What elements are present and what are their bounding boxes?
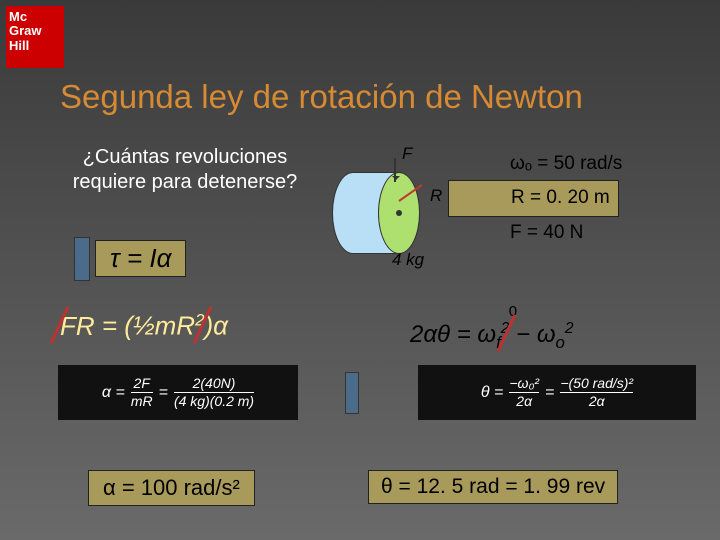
theta-separator — [345, 372, 359, 414]
force-arrow — [394, 158, 396, 182]
alpha-frac1: 2F mR — [131, 376, 153, 408]
kin-strike: 20 — [501, 321, 510, 348]
theta-frac1: −ω₀² 2α — [509, 376, 539, 408]
theta-lhs: θ = — [481, 384, 503, 402]
given-R: R = 0. 20 m — [510, 180, 710, 216]
logo-line1: Mc — [9, 10, 61, 24]
logo-line3: Hill — [9, 39, 61, 53]
eq-fr-sup: 2 — [195, 310, 204, 329]
alpha-result-box: α = 100 rad/s² — [88, 470, 255, 506]
alpha-d1: mR — [131, 394, 153, 409]
alpha-d2: (4 kg)(0.2 m) — [174, 394, 254, 409]
theta-d2: 2α — [589, 394, 605, 409]
alpha-frac2: 2(40N) (4 kg)(0.2 m) — [174, 376, 254, 408]
kin-sup1: 2 — [501, 320, 510, 337]
eq-torque-box: τ = Iα — [95, 240, 186, 277]
theta-fraction: θ = −ω₀² 2α = −(50 rad/s)² 2α — [418, 365, 696, 420]
theta-frac2: −(50 rad/s)² 2α — [560, 376, 633, 408]
eq-fr-left: FR — [60, 311, 95, 341]
kinematics-eq: 2αθ = ωf20 − ωo2 — [410, 320, 574, 353]
logo-line2: Graw — [9, 24, 61, 38]
kin-sup2: 2 — [565, 320, 574, 337]
slide-title: Segunda ley de rotación de Newton — [60, 78, 700, 116]
eq-fr-strike2: 2 — [195, 311, 204, 341]
label-R: R — [430, 186, 442, 206]
question-text: ¿Cuántas revoluciones requiere para dete… — [55, 145, 315, 195]
theta-mid: = — [545, 384, 554, 402]
given-values: ωₒ = 50 rad/s R = 0. 20 m F = 40 N — [510, 148, 710, 249]
given-F: F = 40 N — [510, 217, 710, 249]
kin-zero: 0 — [509, 303, 517, 320]
alpha-lhs: α = — [102, 384, 125, 402]
given-R-box: R = 0. 20 m — [448, 180, 619, 216]
kin-sub2: o — [556, 333, 565, 352]
disk-axis — [396, 210, 402, 216]
given-w0: ωₒ = 50 rad/s — [510, 148, 710, 180]
label-mass: 4 kg — [392, 250, 424, 270]
kin-minus: − ω — [509, 321, 555, 348]
kin-lhs: 2αθ = ω — [410, 321, 496, 348]
alpha-n1: 2F — [134, 376, 150, 391]
theta-n1: −ω₀² — [509, 376, 539, 391]
eq-fr: FR = (½mR2)α — [60, 310, 228, 342]
theta-d1: 2α — [516, 394, 532, 409]
alpha-fraction: α = 2F mR = 2(40N) (4 kg)(0.2 m) — [58, 365, 298, 420]
eq-fr-mid: = (½mR — [95, 311, 195, 341]
alpha-eq: = — [159, 384, 168, 402]
alpha-n2: 2(40N) — [193, 376, 236, 391]
publisher-logo: Mc Graw Hill — [6, 6, 64, 68]
theta-result-box: θ = 12. 5 rad = 1. 99 rev — [368, 470, 618, 504]
label-F: F — [402, 144, 412, 164]
theta-n2: −(50 rad/s)² — [560, 376, 633, 391]
